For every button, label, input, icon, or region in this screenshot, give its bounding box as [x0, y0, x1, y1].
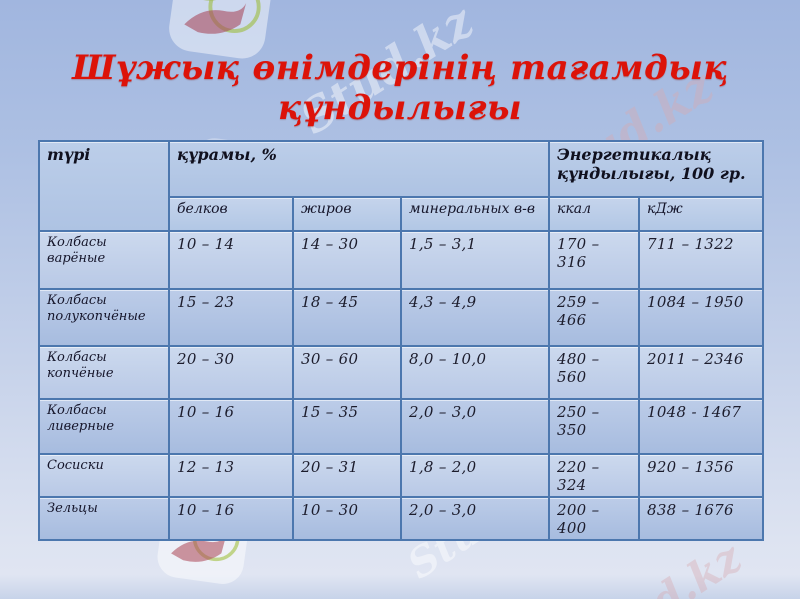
header-kcal: ккал [548, 196, 640, 232]
header-proteins: белков [168, 196, 294, 232]
table-row: Зельцы 10 – 16 10 – 30 2,0 – 3,0 200 – 4… [38, 496, 764, 541]
cell-proteins: 10 – 16 [168, 496, 294, 541]
cell-fats: 15 – 35 [292, 398, 402, 455]
table-row: Колбасы копчёные 20 – 30 30 – 60 8,0 – 1… [38, 345, 764, 400]
table-row: Колбасы ливерные 10 – 16 15 – 35 2,0 – 3… [38, 398, 764, 455]
cell-minerals: 1,5 – 3,1 [400, 230, 550, 290]
cell-fats: 30 – 60 [292, 345, 402, 400]
cell-proteins: 10 – 14 [168, 230, 294, 290]
cell-fats: 18 – 45 [292, 288, 402, 347]
cell-kcal: 200 – 400 [548, 496, 640, 541]
header-kj: кДж [638, 196, 764, 232]
cell-proteins: 12 – 13 [168, 453, 294, 498]
watermark-text: Stud.kz [575, 532, 750, 599]
cell-kj: 2011 – 2346 [638, 345, 764, 400]
cell-kj: 1048 - 1467 [638, 398, 764, 455]
row-type: Колбасы ливерные [38, 398, 170, 455]
cell-kcal: 480 – 560 [548, 345, 640, 400]
slide-title: Шұжық өнімдерінің тағамдық құндылығы [72, 48, 728, 128]
cell-minerals: 2,0 – 3,0 [400, 398, 550, 455]
header-energy: Энергетикалық құндылығы, 100 гр. [548, 140, 764, 198]
table-row: Колбасы варёные 10 – 14 14 – 30 1,5 – 3,… [38, 230, 764, 290]
row-type: Колбасы копчёные [38, 345, 170, 400]
cell-minerals: 8,0 – 10,0 [400, 345, 550, 400]
cell-fats: 10 – 30 [292, 496, 402, 541]
cell-minerals: 1,8 – 2,0 [400, 453, 550, 498]
table-row: Сосиски 12 – 13 20 – 31 1,8 – 2,0 220 – … [38, 453, 764, 498]
cell-fats: 20 – 31 [292, 453, 402, 498]
cell-kcal: 259 – 466 [548, 288, 640, 347]
header-type: түрі [38, 140, 170, 232]
table-header-row-groups: түрі құрамы, % Энергетикалық құндылығы, … [38, 140, 764, 232]
row-type: Зельцы [38, 496, 170, 541]
cell-kj: 920 – 1356 [638, 453, 764, 498]
cell-fats: 14 – 30 [292, 230, 402, 290]
header-fats: жиров [292, 196, 402, 232]
cell-kcal: 170 – 316 [548, 230, 640, 290]
header-minerals: минеральных в-в [400, 196, 550, 232]
cell-proteins: 15 – 23 [168, 288, 294, 347]
row-type: Сосиски [38, 453, 170, 498]
row-type: Колбасы варёные [38, 230, 170, 290]
cell-kj: 1084 – 1950 [638, 288, 764, 347]
table-header-row-subcolumns: белков жиров минеральных в-в ккал кДж [39, 196, 764, 232]
cell-proteins: 20 – 30 [168, 345, 294, 400]
table-row: Колбасы полукопчёные 15 – 23 18 – 45 4,3… [38, 288, 764, 347]
row-type: Колбасы полукопчёные [38, 288, 170, 347]
nutrition-table: түрі құрамы, % Энергетикалық құндылығы, … [38, 140, 764, 541]
cell-kj: 711 – 1322 [638, 230, 764, 290]
header-composition: құрамы, % [168, 140, 550, 198]
cell-kj: 838 – 1676 [638, 496, 764, 541]
cell-kcal: 220 – 324 [548, 453, 640, 498]
cell-kcal: 250 – 350 [548, 398, 640, 455]
cell-proteins: 10 – 16 [168, 398, 294, 455]
cell-minerals: 4,3 – 4,9 [400, 288, 550, 347]
cell-minerals: 2,0 – 3,0 [400, 496, 550, 541]
